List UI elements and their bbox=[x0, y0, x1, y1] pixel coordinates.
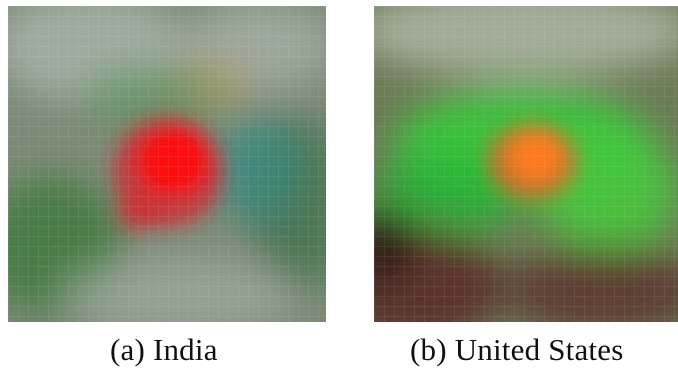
image-panel-india bbox=[8, 6, 326, 322]
india-image bbox=[8, 6, 326, 322]
united-states-image bbox=[374, 6, 678, 322]
image-panel-united-states bbox=[374, 6, 678, 322]
caption-india: (a) India bbox=[110, 332, 218, 367]
caption-united-states: (b) United States bbox=[410, 332, 624, 367]
